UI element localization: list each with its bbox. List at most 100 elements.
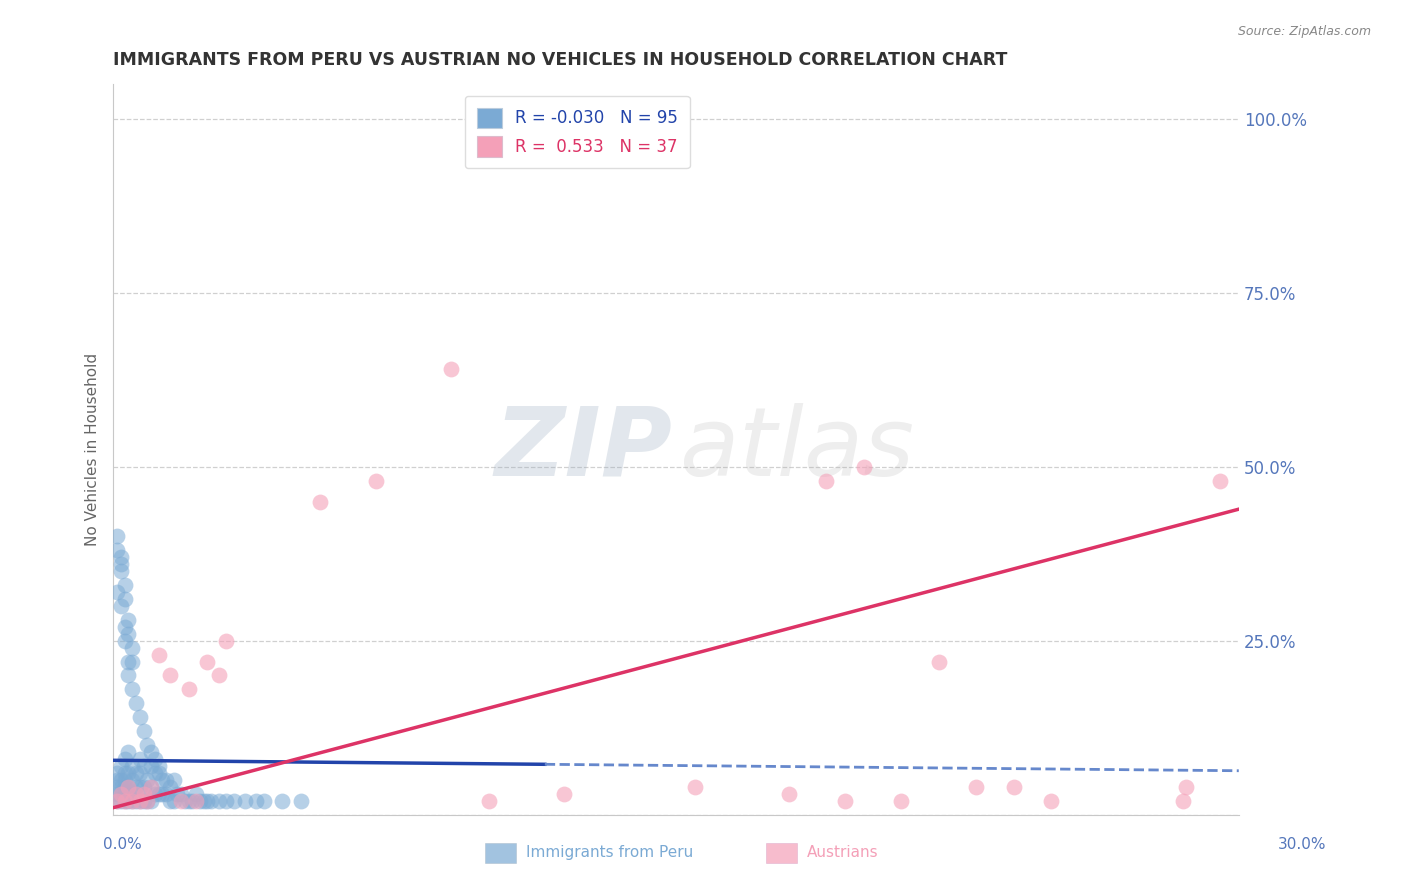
Point <box>105 787 128 801</box>
Point <box>117 780 139 794</box>
Point <box>778 787 800 801</box>
Point <box>121 655 143 669</box>
Point <box>110 787 132 801</box>
Point <box>170 787 193 801</box>
Point <box>271 794 294 808</box>
Point <box>105 780 128 794</box>
Point <box>121 682 143 697</box>
Point <box>125 780 148 794</box>
Point <box>928 655 950 669</box>
Point <box>1040 794 1063 808</box>
Point <box>128 752 150 766</box>
Point <box>1171 794 1194 808</box>
Point <box>159 780 181 794</box>
Point <box>139 780 162 794</box>
Point <box>683 780 706 794</box>
Point <box>148 648 170 662</box>
Point <box>117 655 139 669</box>
Point <box>132 724 155 739</box>
Point <box>121 640 143 655</box>
Point <box>128 710 150 724</box>
Point <box>117 780 139 794</box>
Point <box>105 772 128 787</box>
Point <box>110 599 132 613</box>
Point <box>110 759 132 773</box>
Point <box>162 794 184 808</box>
Point <box>136 772 159 787</box>
Point <box>148 787 170 801</box>
Point <box>143 787 166 801</box>
Point <box>105 794 128 808</box>
Point <box>114 794 136 808</box>
Point <box>139 759 162 773</box>
Point <box>222 794 245 808</box>
Point <box>965 780 987 794</box>
Point <box>132 794 155 808</box>
Point <box>177 794 200 808</box>
Point <box>114 765 136 780</box>
Point <box>440 362 463 376</box>
Point <box>177 682 200 697</box>
Text: Source: ZipAtlas.com: Source: ZipAtlas.com <box>1237 25 1371 38</box>
Point <box>125 794 148 808</box>
Point <box>121 759 143 773</box>
Point <box>121 794 143 808</box>
Point <box>114 794 136 808</box>
Point <box>890 794 912 808</box>
Point <box>207 794 229 808</box>
Point <box>852 459 875 474</box>
Point <box>159 668 181 682</box>
Point <box>105 529 128 543</box>
Point <box>105 794 128 808</box>
Point <box>114 578 136 592</box>
Point <box>143 752 166 766</box>
Point <box>128 780 150 794</box>
Point <box>125 765 148 780</box>
Point <box>184 787 207 801</box>
Point <box>166 787 188 801</box>
Point <box>136 794 159 808</box>
Point <box>815 474 838 488</box>
Point <box>139 745 162 759</box>
Point <box>117 787 139 801</box>
Point <box>1209 474 1232 488</box>
Point <box>110 794 132 808</box>
Point <box>364 474 387 488</box>
Point <box>110 772 132 787</box>
Point <box>139 780 162 794</box>
Point <box>121 787 143 801</box>
Point <box>155 772 177 787</box>
Point <box>162 772 184 787</box>
Point <box>110 557 132 571</box>
Point <box>114 633 136 648</box>
Point <box>117 765 139 780</box>
Point <box>114 752 136 766</box>
Point <box>105 585 128 599</box>
Point <box>184 794 207 808</box>
Point <box>121 794 143 808</box>
Point <box>117 613 139 627</box>
Point <box>159 794 181 808</box>
Point <box>110 550 132 565</box>
Point <box>233 794 256 808</box>
Point <box>125 787 148 801</box>
Point <box>245 794 267 808</box>
Point <box>215 633 238 648</box>
Point <box>155 787 177 801</box>
Point <box>117 745 139 759</box>
Point <box>290 794 312 808</box>
Point <box>132 787 155 801</box>
Point <box>308 494 330 508</box>
Text: atlas: atlas <box>679 403 914 496</box>
Point <box>181 794 204 808</box>
Point <box>188 794 211 808</box>
Point <box>665 112 688 126</box>
Point <box>110 787 132 801</box>
Point <box>132 780 155 794</box>
Point <box>136 794 159 808</box>
Point <box>215 794 238 808</box>
Point <box>117 668 139 682</box>
Point <box>200 794 222 808</box>
Point <box>136 738 159 752</box>
Point <box>1175 780 1198 794</box>
